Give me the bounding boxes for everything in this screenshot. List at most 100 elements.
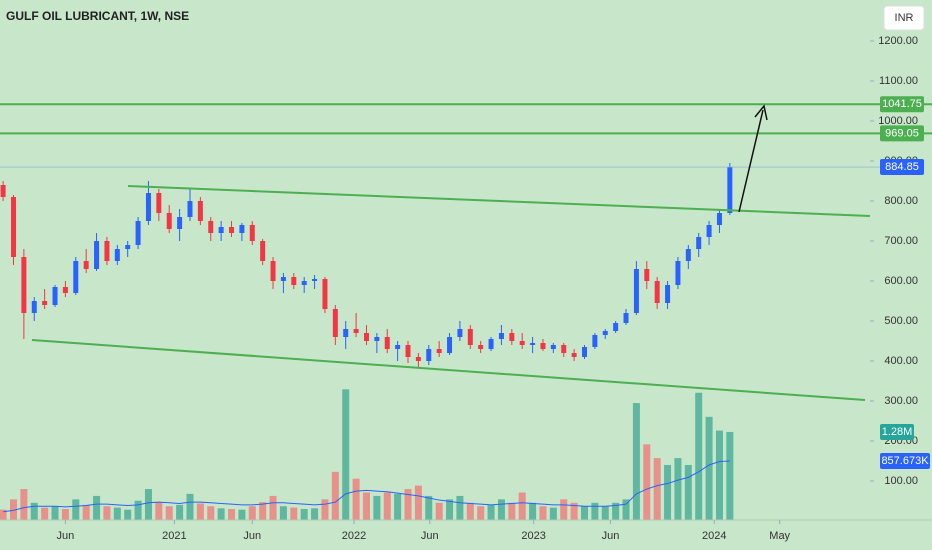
candle-body	[592, 335, 598, 347]
volume-label: 1.28M	[882, 426, 913, 438]
chart-title: GULF OIL LUBRICANT, 1W, NSE	[6, 9, 189, 23]
volume-bar	[30, 502, 38, 520]
volume-bar	[51, 506, 59, 520]
volume-bar	[425, 495, 433, 520]
volume-bar	[726, 431, 734, 520]
level-label: 969.05	[885, 127, 919, 139]
candle-body	[332, 309, 338, 337]
candle-body	[73, 261, 79, 293]
x-tick-label: 2023	[521, 530, 545, 542]
x-tick-label: 2022	[342, 530, 366, 542]
candle-body	[384, 337, 390, 349]
candle-body	[644, 269, 650, 281]
candle-body	[0, 185, 6, 197]
level-label-bg	[880, 125, 924, 142]
volume-bar	[529, 502, 537, 520]
candle-body	[353, 329, 359, 333]
last-price-label: 884.85	[885, 161, 919, 173]
volume-bar	[124, 509, 132, 520]
x-tick-label: 2021	[162, 530, 186, 542]
candle-body	[488, 339, 494, 349]
candle-body	[623, 313, 629, 323]
volume-bar	[61, 508, 69, 520]
volume-bar	[643, 444, 651, 520]
currency-button[interactable]	[883, 5, 925, 31]
volume-layer	[0, 389, 734, 520]
volume-bar	[196, 503, 204, 520]
volume-bar	[269, 495, 277, 520]
volume-bar	[248, 506, 256, 520]
candle-body	[675, 261, 681, 285]
volume-bar	[518, 492, 526, 520]
candle-body	[706, 225, 712, 237]
volume-bar	[446, 499, 454, 520]
candle-body	[229, 227, 235, 233]
x-tick-label: Jun	[602, 530, 620, 542]
candle-body	[654, 281, 660, 303]
currency-label[interactable]: INR	[895, 12, 914, 24]
volume-badge-bg	[880, 423, 914, 440]
volume-bar	[466, 502, 474, 520]
candle-body	[530, 343, 536, 345]
volume-bar	[20, 489, 28, 520]
volume-bar	[300, 508, 308, 520]
candle-body	[239, 225, 245, 233]
volume-bar	[394, 493, 402, 520]
candle-body	[125, 245, 131, 249]
candle-body	[685, 249, 691, 261]
volume-bar	[259, 502, 267, 520]
volume-bar	[321, 499, 329, 520]
volume-bar	[487, 504, 495, 520]
y-tick-label: 400.00	[884, 355, 918, 367]
candle-body	[218, 227, 224, 233]
volume-bar	[217, 508, 225, 520]
volume-bar	[715, 430, 723, 520]
volume-bar	[632, 403, 640, 520]
candle-body	[52, 287, 58, 305]
volume-bar	[176, 504, 184, 520]
candle-body	[301, 281, 307, 285]
candle-body	[260, 241, 266, 261]
volume-bar	[155, 502, 163, 520]
x-tick-label: 2024	[702, 530, 726, 542]
candle-body	[322, 279, 328, 309]
upper-trendline	[127, 185, 871, 217]
candle-body	[114, 249, 120, 261]
candle-body	[405, 345, 411, 357]
candle-body	[135, 221, 141, 245]
volume-bar	[695, 392, 703, 520]
volume-bar	[279, 506, 287, 520]
candle-body	[581, 347, 587, 357]
volume-bar	[684, 464, 692, 520]
candle-body	[613, 323, 619, 331]
volume-bar	[674, 458, 682, 520]
volume-bar	[601, 506, 609, 520]
candle-body	[478, 345, 484, 349]
volume-bar	[414, 485, 422, 520]
volume-bar	[539, 506, 547, 520]
volume-bar	[113, 507, 121, 520]
volume-bar	[0, 509, 7, 520]
volume-bar	[373, 495, 381, 520]
candle-body	[291, 277, 297, 285]
volume-bar	[435, 502, 443, 520]
candle-body	[602, 331, 608, 335]
candle-body	[498, 333, 504, 339]
y-tick-label: 1200.00	[878, 35, 918, 47]
volume-bar	[508, 502, 516, 520]
volume-bar	[238, 509, 246, 520]
candle-body	[467, 329, 473, 345]
candle-body	[312, 279, 318, 281]
volume-bar	[352, 478, 360, 520]
volume-bar	[207, 506, 215, 520]
volume-ma-badge-bg	[880, 453, 930, 470]
volume-bar	[9, 499, 17, 520]
candle-body	[665, 285, 671, 303]
volume-bar	[383, 492, 391, 520]
candle-body	[436, 349, 442, 353]
volume-bar	[549, 507, 557, 520]
x-tick-label: Jun	[243, 530, 261, 542]
level-label-bg	[880, 96, 924, 113]
